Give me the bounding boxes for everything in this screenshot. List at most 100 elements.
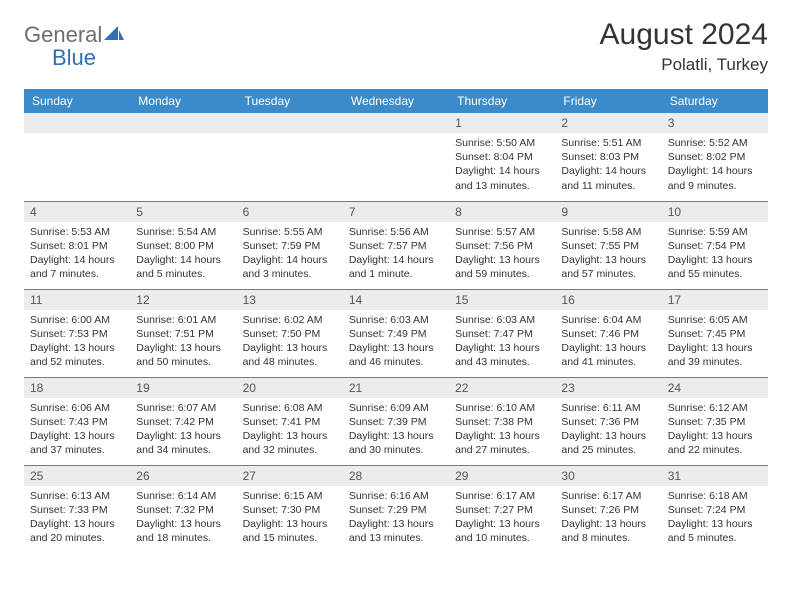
day-cell — [237, 113, 343, 201]
sunset-text: Sunset: 7:41 PM — [243, 415, 337, 429]
day-cell: 21 Sunrise: 6:09 AMSunset: 7:39 PMDayligh… — [343, 377, 449, 465]
day-number: 14 — [343, 290, 449, 310]
sunrise-text: Sunrise: 6:06 AM — [30, 401, 124, 415]
daylight-text: Daylight: 13 hours and 59 minutes. — [455, 253, 549, 281]
logo-word-1: General — [24, 22, 102, 47]
day-cell: 12Sunrise: 6:01 AMSunset: 7:51 PMDayligh… — [130, 289, 236, 377]
day-info: Sunrise: 6:04 AMSunset: 7:46 PMDaylight:… — [555, 310, 661, 376]
day-cell: 17Sunrise: 6:05 AMSunset: 7:45 PMDayligh… — [662, 289, 768, 377]
day-cell — [130, 113, 236, 201]
day-info: Sunrise: 5:59 AMSunset: 7:54 PMDaylight:… — [662, 222, 768, 288]
day-number: 28 — [343, 466, 449, 486]
week-row: 11Sunrise: 6:00 AMSunset: 7:53 PMDayligh… — [24, 289, 768, 377]
day-info: Sunrise: 5:51 AMSunset: 8:03 PMDaylight:… — [555, 133, 661, 199]
daylight-text: Daylight: 13 hours and 55 minutes. — [668, 253, 762, 281]
sunrise-text: Sunrise: 5:51 AM — [561, 136, 655, 150]
day-cell: 26Sunrise: 6:14 AMSunset: 7:32 PMDayligh… — [130, 465, 236, 553]
sunrise-text: Sunrise: 5:50 AM — [455, 136, 549, 150]
day-number: 3 — [662, 113, 768, 133]
day-cell — [24, 113, 130, 201]
daylight-text: Daylight: 13 hours and 13 minutes. — [349, 517, 443, 545]
sunrise-text: Sunrise: 6:10 AM — [455, 401, 549, 415]
day-info: Sunrise: 6:03 AMSunset: 7:49 PMDaylight:… — [343, 310, 449, 376]
week-row: 1Sunrise: 5:50 AMSunset: 8:04 PMDaylight… — [24, 113, 768, 201]
day-number: 1 — [449, 113, 555, 133]
day-number: 21 — [343, 378, 449, 398]
day-number: 30 — [555, 466, 661, 486]
sunrise-text: Sunrise: 6:00 AM — [30, 313, 124, 327]
day-info: Sunrise: 6:01 AMSunset: 7:51 PMDaylight:… — [130, 310, 236, 376]
day-cell: 28Sunrise: 6:16 AMSunset: 7:29 PMDayligh… — [343, 465, 449, 553]
sunset-text: Sunset: 7:51 PM — [136, 327, 230, 341]
daylight-text: Daylight: 14 hours and 13 minutes. — [455, 164, 549, 192]
sunset-text: Sunset: 7:50 PM — [243, 327, 337, 341]
sunrise-text: Sunrise: 6:09 AM — [349, 401, 443, 415]
day-number: 31 — [662, 466, 768, 486]
day-number: 20 — [237, 378, 343, 398]
daylight-text: Daylight: 14 hours and 9 minutes. — [668, 164, 762, 192]
day-info: Sunrise: 6:03 AMSunset: 7:47 PMDaylight:… — [449, 310, 555, 376]
calendar-table: Sunday Monday Tuesday Wednesday Thursday… — [24, 89, 768, 553]
day-info: Sunrise: 6:16 AMSunset: 7:29 PMDaylight:… — [343, 486, 449, 552]
day-number: 26 — [130, 466, 236, 486]
sunrise-text: Sunrise: 6:16 AM — [349, 489, 443, 503]
daylight-text: Daylight: 14 hours and 1 minute. — [349, 253, 443, 281]
day-cell: 4Sunrise: 5:53 AMSunset: 8:01 PMDaylight… — [24, 201, 130, 289]
header: General Blue August 2024 Polatli, Turkey — [24, 18, 768, 75]
day-cell: 30Sunrise: 6:17 AMSunset: 7:26 PMDayligh… — [555, 465, 661, 553]
daylight-text: Daylight: 13 hours and 15 minutes. — [243, 517, 337, 545]
day-info: Sunrise: 5:53 AMSunset: 8:01 PMDaylight:… — [24, 222, 130, 288]
day-header: Thursday — [449, 89, 555, 113]
daylight-text: Daylight: 13 hours and 37 minutes. — [30, 429, 124, 457]
daylight-text: Daylight: 13 hours and 39 minutes. — [668, 341, 762, 369]
day-cell: 6Sunrise: 5:55 AMSunset: 7:59 PMDaylight… — [237, 201, 343, 289]
day-header: Sunday — [24, 89, 130, 113]
day-cell: 18Sunrise: 6:06 AMSunset: 7:43 PMDayligh… — [24, 377, 130, 465]
sunrise-text: Sunrise: 5:55 AM — [243, 225, 337, 239]
daylight-text: Daylight: 13 hours and 20 minutes. — [30, 517, 124, 545]
day-number: 25 — [24, 466, 130, 486]
day-number: 15 — [449, 290, 555, 310]
sunset-text: Sunset: 7:33 PM — [30, 503, 124, 517]
day-cell: 3Sunrise: 5:52 AMSunset: 8:02 PMDaylight… — [662, 113, 768, 201]
sunset-text: Sunset: 7:39 PM — [349, 415, 443, 429]
sunset-text: Sunset: 7:32 PM — [136, 503, 230, 517]
sunset-text: Sunset: 7:42 PM — [136, 415, 230, 429]
day-header-row: Sunday Monday Tuesday Wednesday Thursday… — [24, 89, 768, 113]
day-cell: 7Sunrise: 5:56 AMSunset: 7:57 PMDaylight… — [343, 201, 449, 289]
day-number: 8 — [449, 202, 555, 222]
day-info: Sunrise: 6:11 AMSunset: 7:36 PMDaylight:… — [555, 398, 661, 464]
location: Polatli, Turkey — [600, 55, 768, 75]
day-number: 16 — [555, 290, 661, 310]
day-cell: 15Sunrise: 6:03 AMSunset: 7:47 PMDayligh… — [449, 289, 555, 377]
daylight-text: Daylight: 13 hours and 30 minutes. — [349, 429, 443, 457]
day-info: Sunrise: 6:14 AMSunset: 7:32 PMDaylight:… — [130, 486, 236, 552]
day-number: 6 — [237, 202, 343, 222]
sunset-text: Sunset: 8:04 PM — [455, 150, 549, 164]
daylight-text: Daylight: 13 hours and 10 minutes. — [455, 517, 549, 545]
sunset-text: Sunset: 7:56 PM — [455, 239, 549, 253]
day-cell: 1 Sunrise: 5:50 AMSunset: 8:04 PMDaylight… — [449, 113, 555, 201]
day-header: Friday — [555, 89, 661, 113]
daylight-text: Daylight: 13 hours and 22 minutes. — [668, 429, 762, 457]
sunrise-text: Sunrise: 5:56 AM — [349, 225, 443, 239]
day-cell: 25Sunrise: 6:13 AMSunset: 7:33 PMDayligh… — [24, 465, 130, 553]
day-cell: 9Sunrise: 5:58 AMSunset: 7:55 PMDaylight… — [555, 201, 661, 289]
day-info: Sunrise: 6:08 AMSunset: 7:41 PMDaylight:… — [237, 398, 343, 464]
sunrise-text: Sunrise: 6:15 AM — [243, 489, 337, 503]
day-info: Sunrise: 6:12 AMSunset: 7:35 PMDaylight:… — [662, 398, 768, 464]
sunset-text: Sunset: 7:47 PM — [455, 327, 549, 341]
day-number — [343, 113, 449, 133]
day-info: Sunrise: 6:02 AMSunset: 7:50 PMDaylight:… — [237, 310, 343, 376]
title-block: August 2024 Polatli, Turkey — [600, 18, 768, 75]
day-header: Monday — [130, 89, 236, 113]
sunrise-text: Sunrise: 6:02 AM — [243, 313, 337, 327]
sunset-text: Sunset: 7:24 PM — [668, 503, 762, 517]
day-number: 22 — [449, 378, 555, 398]
day-cell: 20Sunrise: 6:08 AMSunset: 7:41 PMDayligh… — [237, 377, 343, 465]
sunset-text: Sunset: 7:36 PM — [561, 415, 655, 429]
sunrise-text: Sunrise: 6:01 AM — [136, 313, 230, 327]
day-cell: 31Sunrise: 6:18 AMSunset: 7:24 PMDayligh… — [662, 465, 768, 553]
sunset-text: Sunset: 7:27 PM — [455, 503, 549, 517]
day-number — [24, 113, 130, 133]
